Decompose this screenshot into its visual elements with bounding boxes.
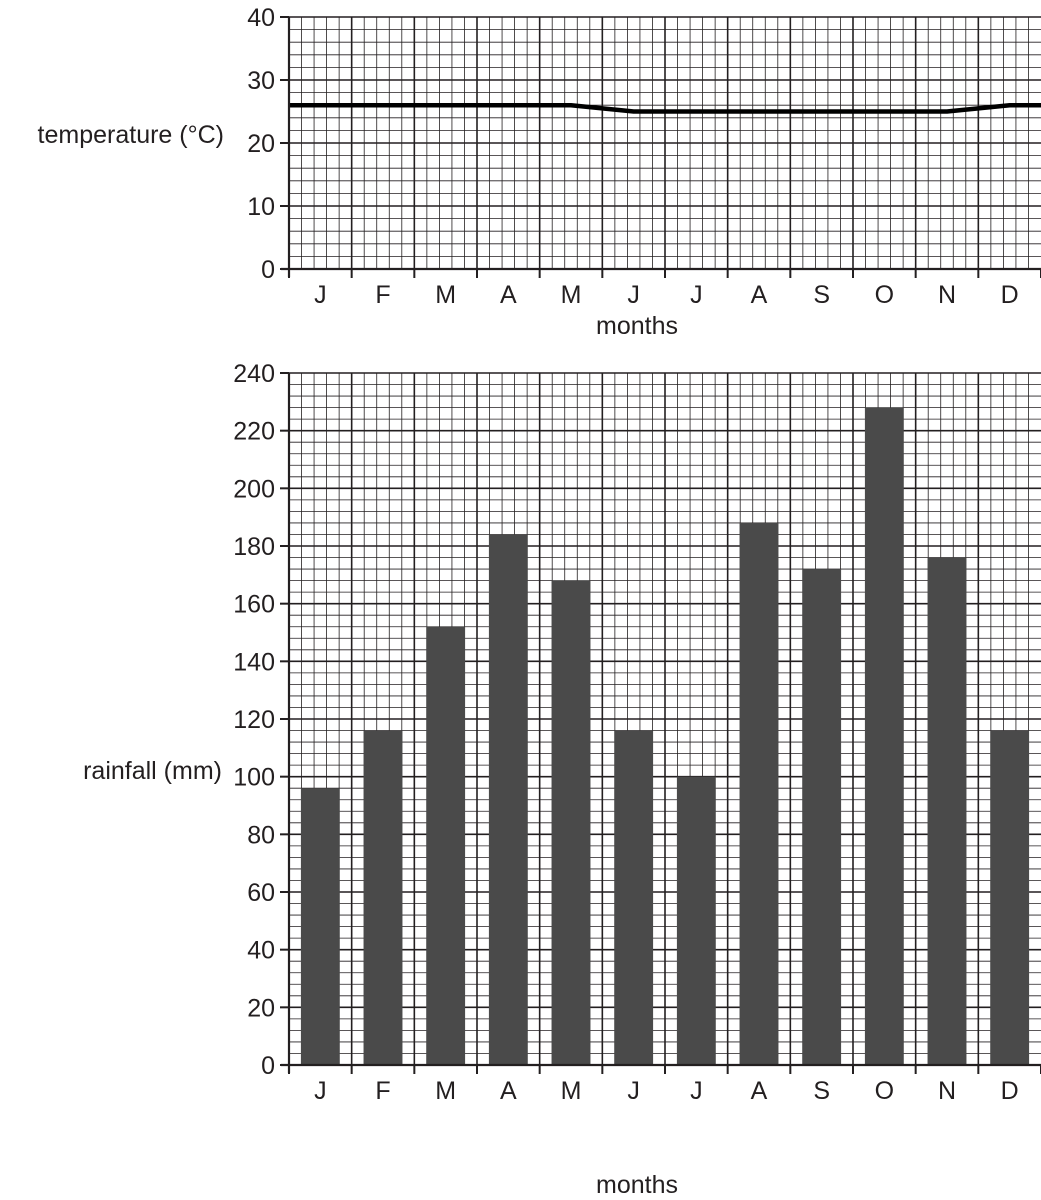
x-axis-title: months: [596, 312, 678, 340]
y-tick-label: 40: [247, 937, 275, 965]
y-tick-label: 200: [233, 475, 275, 503]
temperature-line: [289, 102, 1041, 114]
y-tick-label: 40: [247, 4, 275, 32]
x-tick-label: M: [435, 1077, 456, 1105]
y-tick-label: 20: [247, 130, 275, 158]
x-tick-label: N: [938, 281, 956, 309]
y-tick-label: 60: [247, 879, 275, 907]
x-tick-label: J: [690, 281, 703, 309]
x-tick-label: J: [314, 1077, 327, 1105]
y-axis-title: rainfall (mm): [83, 757, 222, 785]
bar-J: [676, 776, 716, 1065]
x-tick-label: M: [561, 1077, 582, 1105]
grid: [289, 16, 1041, 269]
x-tick-label: D: [1001, 1077, 1019, 1105]
x-axis-title: months: [596, 1171, 678, 1199]
x-tick-label: J: [627, 281, 640, 309]
bar-J: [614, 730, 654, 1065]
x-tick-label: A: [751, 1077, 768, 1105]
bar-A: [488, 534, 528, 1065]
x-tick-label: A: [751, 281, 768, 309]
x-tick-label: J: [314, 281, 327, 309]
rainfall-chart: 0 20 40 60 80 100 120 140 160 180 200 220 240 J F M A M J J…: [83, 360, 1041, 1199]
y-tick-label: 0: [261, 256, 275, 284]
y-tick-label: 10: [247, 193, 275, 221]
x-tick-label: M: [561, 281, 582, 309]
y-tick-label: 30: [247, 67, 275, 95]
y-tick-label: 0: [261, 1052, 275, 1080]
y-tick-label: 120: [233, 706, 275, 734]
x-tick-label: O: [875, 1077, 894, 1105]
bar-F: [363, 730, 403, 1065]
x-tick-label: J: [690, 1077, 703, 1105]
bars: [300, 407, 1030, 1066]
bar-S: [802, 569, 842, 1065]
x-tick-label: A: [500, 1077, 517, 1105]
bar-A: [739, 522, 779, 1065]
bar-M: [551, 580, 591, 1065]
x-tick-label: S: [813, 1077, 830, 1105]
x-tick-label: S: [813, 281, 830, 309]
x-tick-label: N: [938, 1077, 956, 1105]
x-tick-label: F: [375, 281, 390, 309]
y-tick-label: 20: [247, 994, 275, 1022]
x-tick-label: J: [627, 1077, 640, 1105]
y-tick-label: 80: [247, 821, 275, 849]
x-tick-label: A: [500, 281, 517, 309]
y-tick-label: 140: [233, 648, 275, 676]
x-tick-label: M: [435, 281, 456, 309]
y-tick-label: 100: [233, 764, 275, 792]
y-tick-label: 220: [233, 418, 275, 446]
x-tick-label: F: [375, 1077, 390, 1105]
bar-J: [300, 788, 340, 1065]
y-tick-label: 180: [233, 533, 275, 561]
bar-M: [426, 626, 466, 1065]
x-tick-label: D: [1001, 281, 1019, 309]
bar-O: [864, 407, 904, 1066]
bar-D: [990, 730, 1030, 1065]
y-tick-label: 160: [233, 591, 275, 619]
y-axis-title: temperature (°C): [38, 121, 224, 149]
x-tick-label: O: [875, 281, 894, 309]
bar-N: [927, 557, 967, 1065]
y-tick-label: 240: [233, 360, 275, 388]
